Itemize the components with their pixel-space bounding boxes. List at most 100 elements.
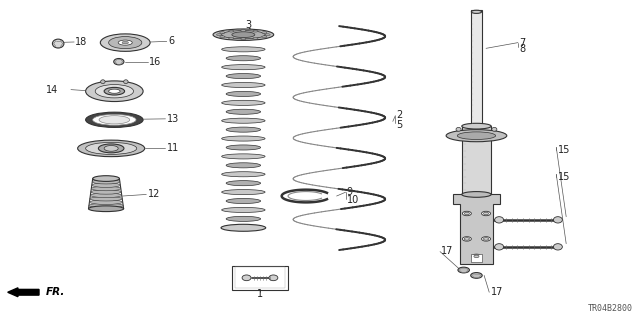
Ellipse shape [465,212,469,215]
Ellipse shape [471,10,481,13]
Ellipse shape [104,87,125,95]
Ellipse shape [91,190,122,194]
Ellipse shape [99,144,124,153]
Ellipse shape [221,65,265,70]
Ellipse shape [99,116,130,124]
Ellipse shape [122,41,129,44]
Text: 7: 7 [519,38,525,48]
Text: 15: 15 [557,145,570,155]
Text: 9: 9 [347,187,353,197]
Ellipse shape [226,127,260,132]
Text: 11: 11 [167,143,179,153]
Ellipse shape [265,34,270,36]
Ellipse shape [221,207,265,212]
Ellipse shape [90,200,123,204]
Polygon shape [452,195,500,264]
Ellipse shape [221,189,265,195]
Ellipse shape [458,132,495,139]
Ellipse shape [446,130,507,142]
Bar [235,268,285,288]
Ellipse shape [213,29,274,41]
Ellipse shape [100,80,105,84]
Ellipse shape [226,145,260,150]
Text: 5: 5 [397,120,403,130]
Ellipse shape [481,211,490,216]
Ellipse shape [226,181,260,186]
Ellipse shape [86,112,143,127]
Ellipse shape [463,237,471,241]
Ellipse shape [104,145,118,151]
Ellipse shape [118,40,132,45]
Ellipse shape [95,85,134,98]
Ellipse shape [92,183,120,187]
Ellipse shape [253,30,258,32]
Bar [462,126,491,195]
Ellipse shape [474,255,479,258]
Ellipse shape [472,254,481,259]
Text: 14: 14 [46,85,58,95]
Ellipse shape [253,37,258,39]
Ellipse shape [463,211,471,216]
FancyArrow shape [8,288,39,297]
Text: 17: 17 [442,246,454,256]
Ellipse shape [554,217,563,223]
Text: 1: 1 [257,289,263,300]
Ellipse shape [492,127,497,131]
Ellipse shape [221,47,265,52]
Ellipse shape [109,37,142,49]
Ellipse shape [86,81,143,101]
Text: 15: 15 [557,172,570,182]
Ellipse shape [228,37,234,39]
Ellipse shape [221,172,265,177]
Ellipse shape [226,109,260,114]
Ellipse shape [221,224,266,231]
Ellipse shape [495,244,504,250]
Ellipse shape [456,127,461,131]
Ellipse shape [226,74,260,78]
Ellipse shape [221,31,265,39]
Ellipse shape [221,136,265,141]
Bar [471,10,481,126]
Ellipse shape [90,193,122,197]
Ellipse shape [462,192,491,197]
Ellipse shape [88,206,124,211]
Ellipse shape [228,30,234,32]
Ellipse shape [241,30,246,32]
Text: 4: 4 [245,28,252,38]
Text: 18: 18 [76,37,88,47]
Ellipse shape [92,186,121,191]
Text: 8: 8 [519,44,525,54]
Ellipse shape [262,32,267,33]
Text: 13: 13 [167,114,179,124]
Ellipse shape [93,115,136,125]
Ellipse shape [483,238,488,240]
Ellipse shape [221,83,265,87]
Ellipse shape [221,100,265,105]
Ellipse shape [226,216,260,221]
Text: 17: 17 [490,287,503,297]
Ellipse shape [220,36,225,38]
Ellipse shape [77,140,145,157]
Text: 6: 6 [168,36,174,46]
Ellipse shape [262,36,267,38]
Bar [232,266,288,290]
Ellipse shape [90,197,122,201]
Ellipse shape [226,92,260,96]
Ellipse shape [458,267,469,273]
Ellipse shape [554,244,563,250]
Text: 12: 12 [148,189,160,199]
Text: 3: 3 [245,19,252,30]
Ellipse shape [114,58,124,65]
Ellipse shape [242,275,251,281]
Ellipse shape [216,34,221,36]
Ellipse shape [100,34,150,51]
Ellipse shape [221,118,265,123]
Ellipse shape [269,275,278,281]
Ellipse shape [232,32,255,38]
Ellipse shape [241,38,246,40]
Ellipse shape [89,203,123,208]
Ellipse shape [92,180,120,184]
Ellipse shape [462,123,491,129]
Ellipse shape [226,198,260,204]
Ellipse shape [86,142,137,154]
